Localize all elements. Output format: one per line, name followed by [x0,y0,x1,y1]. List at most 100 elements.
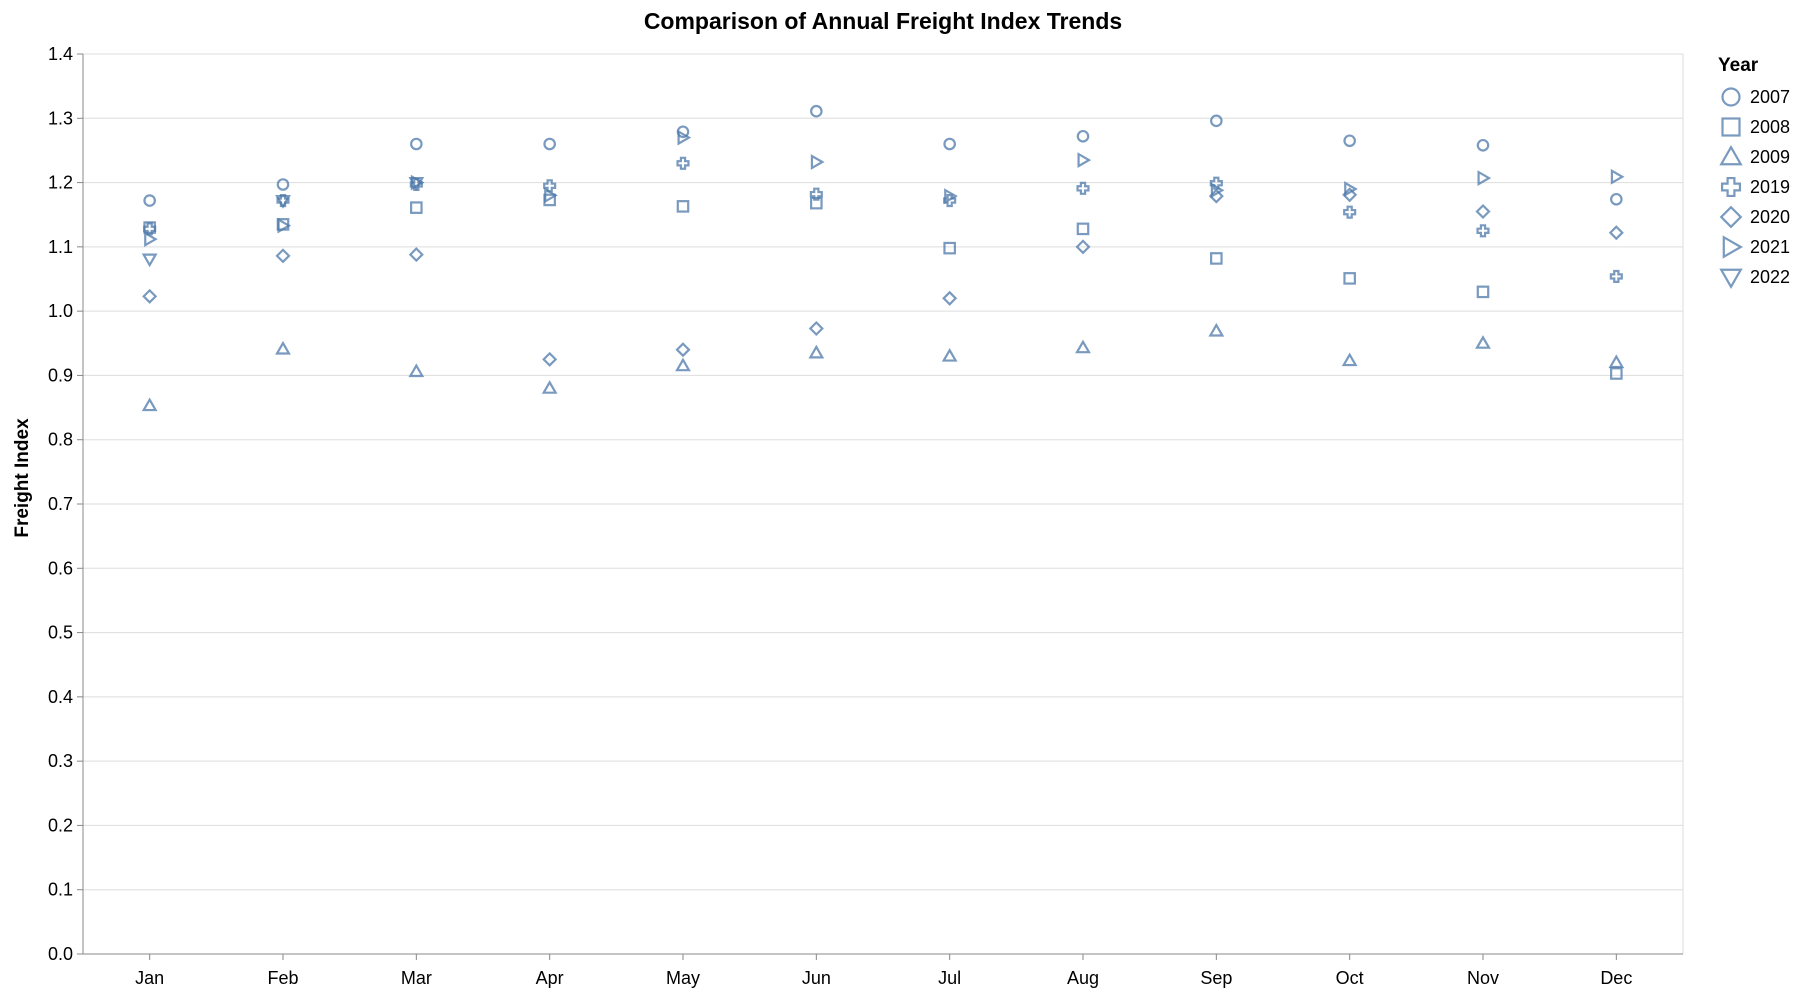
point-2009-Jul [941,347,958,362]
x-tick-label: Feb [267,968,298,988]
legend-label: 2022 [1750,267,1790,287]
series-2019 [143,156,1623,283]
x-tick-label: Sep [1200,968,1232,988]
y-tick-label: 1.4 [48,44,73,64]
point-2020-Jan [142,288,158,304]
data-points [141,104,1625,412]
point-2007-Jun [810,104,823,118]
point-2019-Jun [809,187,823,201]
legend-label: 2020 [1750,207,1790,227]
y-tick-label: 0.8 [48,430,73,450]
point-2009-Jun [808,344,825,359]
point-2021-Feb [277,217,292,234]
point-2007-Feb [276,178,290,191]
point-2007-Oct [1343,134,1356,148]
point-2020-Feb [275,248,291,264]
point-2022-Jan [141,253,158,268]
point-2007-Jan [143,194,156,207]
point-2008-Sep [1210,252,1223,265]
point-2008-Mar [410,201,423,214]
legend: Year 2007 2008 2009 2019 2020 2021 2022 [1718,55,1790,289]
series-2007 [143,104,1623,207]
legend-item-2019: 2019 [1720,176,1790,198]
legend-symbol-2022 [1719,268,1743,289]
point-2007-Sep [1210,114,1223,128]
point-2020-Jun [808,320,824,337]
point-2009-Dec [1608,354,1625,369]
point-2008-Oct [1343,272,1356,285]
point-2009-Mar [408,363,425,378]
y-tick-label: 0.2 [48,815,73,835]
point-2019-Nov [1476,224,1490,238]
point-2019-Jan [143,222,157,236]
point-2020-Apr [542,351,558,367]
legend-item-2020: 2020 [1719,205,1790,229]
series-2021 [144,129,1625,248]
legend-item-2022: 2022 [1719,267,1790,289]
point-2021-Aug [1077,152,1092,168]
legend-item-2021: 2021 [1722,235,1790,259]
legend-label: 2008 [1750,117,1790,137]
axes: 0.0 0.1 0.2 0.3 0.4 0.5 0.6 0.7 0.8 0.9 1.0 1.1 1.2 1… [48,44,1683,988]
point-2007-Jul [943,137,956,151]
point-2020-Dec [1608,225,1624,241]
point-2009-Aug [1075,339,1091,354]
point-2021-Oct [1344,181,1358,197]
y-tick-label: 0.5 [48,623,73,643]
y-axis-label: Freight Index [12,418,33,538]
x-tick-label: Dec [1600,968,1632,988]
x-tick-label: Oct [1336,968,1364,988]
point-2008-May [676,200,690,213]
point-2019-Apr [543,179,557,193]
y-tick-label: 1.3 [48,108,73,128]
point-2020-Mar [408,247,424,263]
point-2008-Dec [1610,367,1623,380]
point-2019-Oct [1343,205,1357,219]
x-tick-label: May [666,968,700,988]
point-2008-Aug [1076,222,1090,236]
point-2019-May [676,156,690,170]
legend-symbol-2008 [1721,117,1741,137]
point-2009-Oct [1341,352,1358,367]
point-2009-Feb [275,340,291,355]
point-2021-Nov [1477,170,1492,186]
point-2020-May [675,342,691,358]
legend-item-2007: 2007 [1721,87,1790,107]
point-2008-Nov [1476,285,1490,299]
y-tick-label: 1.1 [48,237,73,257]
point-2007-Apr [543,137,556,151]
point-2007-Nov [1476,138,1490,152]
legend-item-2009: 2009 [1719,145,1790,167]
legend-symbol-2020 [1719,205,1743,229]
legend-label: 2019 [1750,177,1790,197]
point-2021-Jun [810,154,825,170]
point-2008-Jun [810,196,823,210]
series-2009 [141,322,1625,412]
legend-title: Year [1718,55,1759,76]
point-2020-Jul [942,290,958,306]
y-tick-label: 0.4 [48,687,73,707]
point-2007-Aug [1076,129,1090,143]
series-2020 [142,187,1624,367]
x-tick-label: Apr [536,968,564,988]
chart-title: Comparison of Annual Freight Index Trend… [644,8,1122,34]
point-2009-Sep [1208,322,1225,337]
point-2019-Dec [1609,269,1623,283]
point-2021-Jan [144,231,158,248]
point-2009-May [675,357,691,372]
point-2009-Apr [541,380,558,394]
point-2009-Jan [141,397,158,412]
y-tick-label: 1.0 [48,301,73,321]
legend-label: 2007 [1750,87,1790,107]
point-2007-Dec [1610,192,1623,206]
gridlines [83,53,1684,955]
legend-label: 2021 [1750,237,1790,257]
y-tick-label: 0.7 [48,494,73,514]
legend-symbol-2009 [1719,145,1743,166]
point-2007-Mar [410,137,423,151]
point-2009-Nov [1475,335,1491,349]
y-tick-label: 0.0 [48,944,73,964]
point-2021-Sep [1210,182,1225,199]
legend-symbol-2019 [1720,176,1742,198]
